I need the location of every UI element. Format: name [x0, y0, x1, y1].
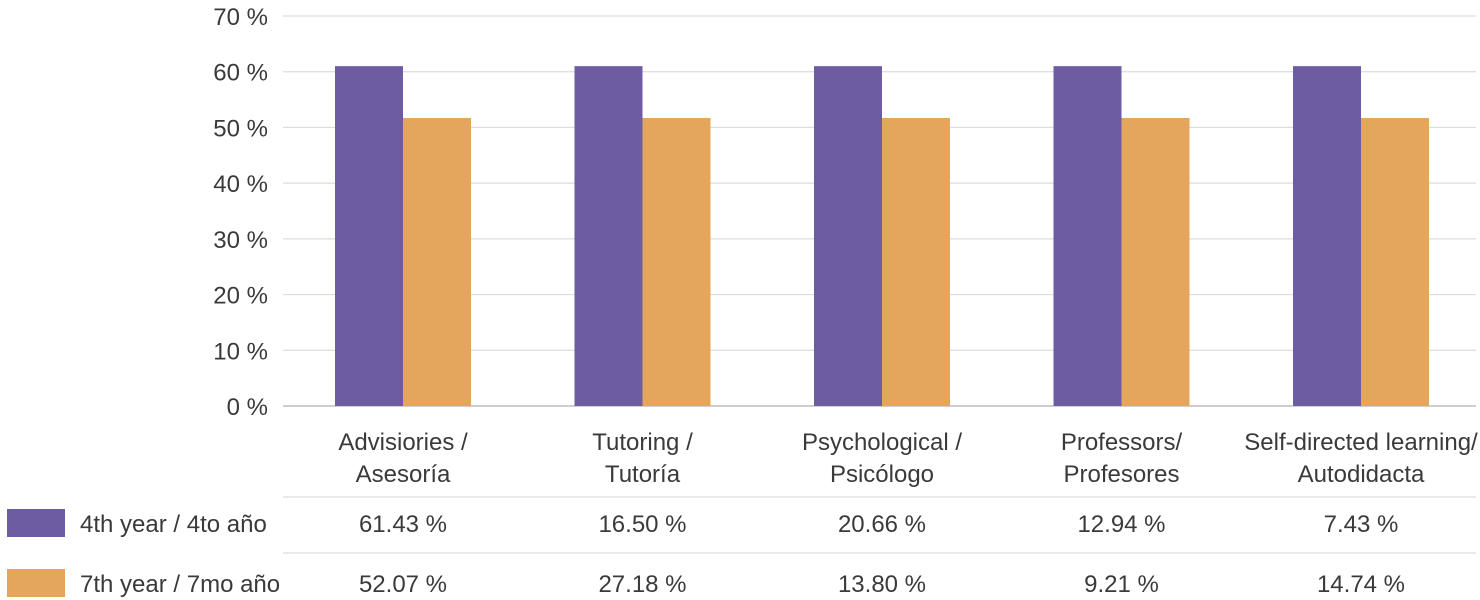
- category-label: Tutoring / Tutoría: [592, 429, 693, 488]
- table-value: 14.74 %: [1317, 571, 1405, 598]
- y-tick-label: 20 %: [213, 283, 268, 310]
- y-tick-label: 0 %: [227, 394, 268, 421]
- table-value: 7.43 %: [1324, 511, 1399, 538]
- legend-swatch: [7, 569, 65, 597]
- table-value: 20.66 %: [838, 511, 926, 538]
- table-value: 13.80 %: [838, 571, 926, 598]
- bar-7th-year: [403, 117, 471, 406]
- table-value: 9.21 %: [1084, 571, 1159, 598]
- y-tick-label: 40 %: [213, 171, 268, 198]
- bar-7th-year: [1361, 117, 1429, 406]
- bar-4th-year: [1293, 66, 1361, 407]
- category-label: Advisiories / Asesoría: [338, 429, 468, 488]
- table-value: 16.50 %: [598, 511, 686, 538]
- legend-label: 4th year / 4to año: [80, 511, 267, 538]
- x-axis: Advisiories / Asesoría Tutoring / Tutoría Ps…: [338, 429, 1478, 488]
- table-value: 12.94 %: [1077, 511, 1165, 538]
- bar-7th-year: [642, 117, 711, 406]
- bar-4th-year: [574, 66, 643, 407]
- y-axis: 0 % 10 % 20 % 30 % 40 % 50 % 60 % 70 %: [213, 4, 268, 421]
- category-label: Psychological / Psicólogo: [802, 429, 962, 488]
- bar-7th-year: [882, 117, 950, 406]
- y-tick-label: 30 %: [213, 227, 268, 254]
- y-tick-label: 10 %: [213, 338, 268, 365]
- legend-label: 7th year / 7mo año: [80, 571, 280, 598]
- y-tick-label: 70 %: [213, 4, 268, 31]
- category-label: Professors/Profesores: [1061, 429, 1183, 488]
- table-value: 52.07 %: [359, 571, 447, 598]
- bar-4th-year: [1053, 66, 1122, 407]
- legend-swatch: [7, 509, 65, 537]
- table-value: 61.43 %: [359, 511, 447, 538]
- bars: [335, 66, 1429, 407]
- bar-4th-year: [335, 66, 403, 407]
- table-value: 27.18 %: [598, 571, 686, 598]
- y-tick-label: 50 %: [213, 115, 268, 142]
- y-tick-label: 60 %: [213, 60, 268, 87]
- bar-7th-year: [1121, 117, 1190, 406]
- data-table: 4th year / 4to año 61.43 % 16.50 % 20.66 % 1…: [7, 496, 1476, 598]
- category-label: Self-directed learning/Autodidacta: [1244, 429, 1478, 488]
- bar-4th-year: [814, 66, 882, 407]
